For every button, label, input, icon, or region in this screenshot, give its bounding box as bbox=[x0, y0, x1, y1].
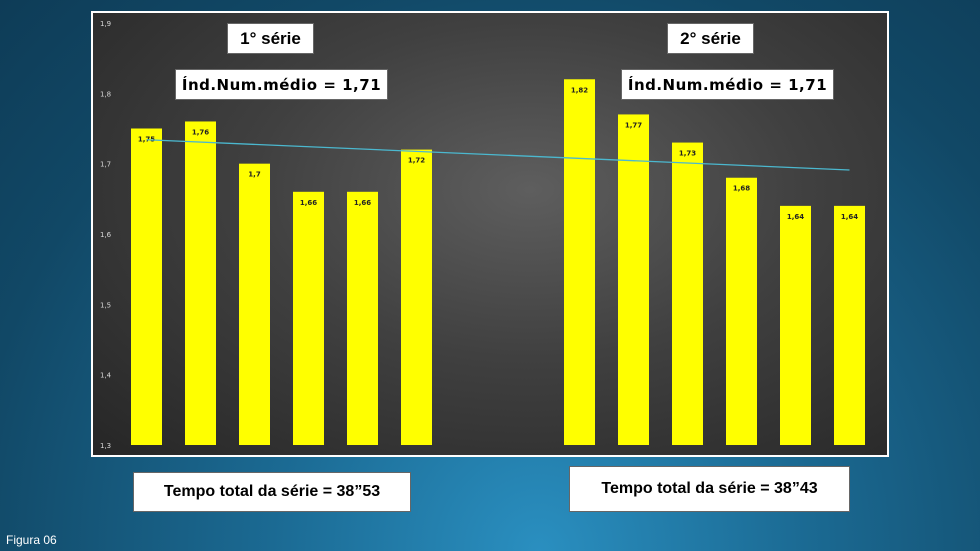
series1-total-time: Tempo total da série = 38”53 bbox=[133, 472, 411, 512]
y-axis-ticks: 1,3 1,4 1,5 1,6 1,7 1,8 1,9 bbox=[100, 20, 112, 450]
series1-index-box: Índ.Num.médio = 1,71 bbox=[175, 69, 388, 100]
bar bbox=[564, 79, 595, 446]
series2-total-time: Tempo total da série = 38”43 bbox=[569, 466, 850, 512]
bar bbox=[185, 121, 216, 445]
bar bbox=[726, 177, 757, 445]
bar bbox=[131, 128, 162, 445]
bar-value-label: 1,64 bbox=[841, 213, 858, 221]
y-tick-label: 1,6 bbox=[100, 231, 112, 239]
bar bbox=[293, 191, 324, 445]
bar bbox=[618, 114, 649, 445]
bar bbox=[672, 142, 703, 446]
y-tick-label: 1,8 bbox=[100, 90, 111, 98]
bar-value-label: 1,64 bbox=[787, 213, 804, 221]
series1-title: 1° série bbox=[227, 23, 314, 54]
bar-value-label: 1,68 bbox=[733, 185, 750, 193]
figure-caption: Figura 06 bbox=[6, 533, 57, 547]
trendline bbox=[146, 139, 850, 171]
y-tick-label: 1,5 bbox=[100, 301, 111, 309]
bar-value-label: 1,73 bbox=[679, 150, 696, 158]
bars bbox=[131, 79, 865, 446]
bar bbox=[347, 191, 378, 445]
bar bbox=[239, 163, 270, 445]
bar-chart: 1,31,41,51,61,71,81,9 1,751,761,71,66 1,6… bbox=[100, 20, 865, 450]
bar bbox=[780, 205, 811, 445]
y-tick-label: 1,9 bbox=[100, 20, 111, 28]
bar-value-label: 1,7 bbox=[248, 171, 261, 179]
bar-value-label: 1,72 bbox=[408, 157, 425, 165]
series2-title: 2° série bbox=[667, 23, 754, 54]
bar bbox=[834, 205, 865, 445]
bar bbox=[401, 149, 432, 445]
series2-index-box: Índ.Num.médio = 1,71 bbox=[621, 69, 834, 100]
y-tick-label: 1,7 bbox=[100, 161, 111, 169]
trendline-group bbox=[146, 139, 850, 171]
bar-value-label: 1,76 bbox=[192, 128, 209, 136]
chart-frame: 1,3 1,4 1,5 1,6 1,7 1,8 1,9 1,75 1,76 1,7 1,66 1,6… bbox=[91, 11, 889, 457]
y-tick-label: 1,3 bbox=[100, 442, 111, 450]
bar-value-label: 1,77 bbox=[625, 121, 642, 129]
bar-value-label: 1,82 bbox=[571, 86, 588, 94]
y-tick-label: 1,4 bbox=[100, 372, 112, 380]
bar-value-label: 1,66 bbox=[354, 199, 371, 207]
bar-value-label: 1,66 bbox=[300, 199, 317, 207]
